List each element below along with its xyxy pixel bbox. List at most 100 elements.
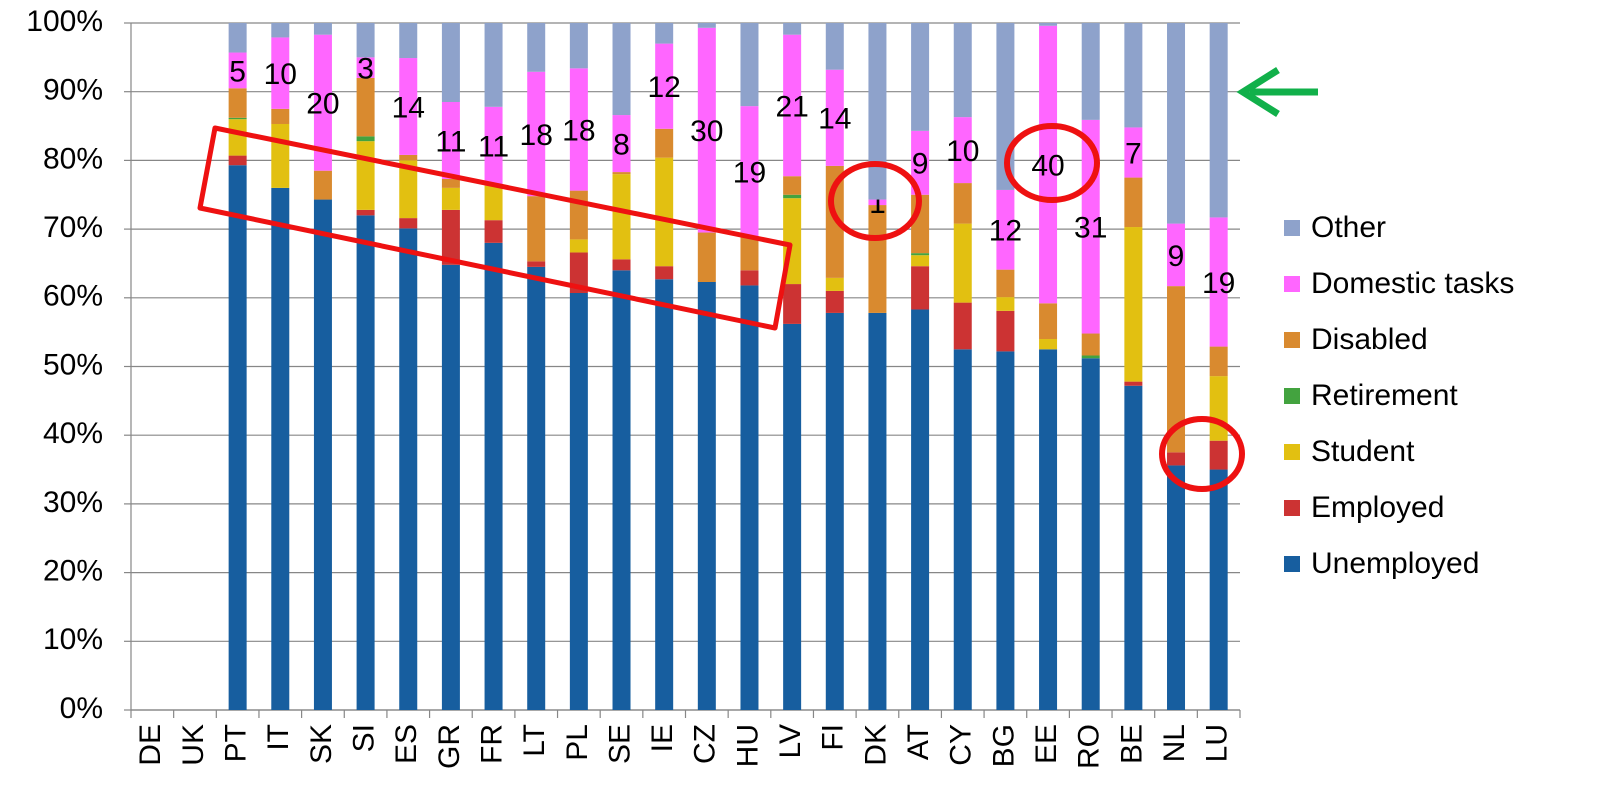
data-label: 19 (733, 157, 766, 190)
legend-label: Retirement (1311, 379, 1458, 412)
x-tick-label: FI (817, 724, 850, 751)
data-label: 8 (613, 128, 630, 161)
x-tick-label: EE (1030, 724, 1063, 764)
bar-segment (697, 281, 716, 710)
bar-segment (356, 141, 375, 210)
bar-segment (783, 323, 802, 710)
bar-segment (911, 255, 930, 267)
bar-segment (996, 310, 1015, 352)
legend-label: Other (1311, 211, 1386, 244)
bar-segment (911, 253, 930, 256)
y-tick-label: 20% (43, 555, 103, 588)
x-tick-label: DK (859, 724, 892, 766)
bar-segment (1167, 286, 1186, 453)
bar-segment (783, 194, 802, 199)
bar-segment (1039, 339, 1058, 350)
legend-swatch (1284, 500, 1300, 516)
bar-segment (313, 34, 332, 171)
data-label: 11 (478, 131, 509, 164)
bar-segment (527, 71, 546, 197)
data-label: 21 (775, 90, 808, 123)
bar-segment (740, 237, 759, 271)
y-tick-label: 60% (43, 280, 103, 313)
data-label: 10 (946, 135, 979, 168)
bar-segment (612, 115, 631, 173)
bar-segment (484, 185, 503, 221)
bar-segment (1039, 303, 1058, 340)
bar-segment (655, 279, 674, 710)
x-tick-label: BE (1115, 724, 1148, 764)
bar-segment (825, 23, 844, 70)
annotations-shapes (197, 67, 1318, 492)
x-tick-label: LU (1201, 724, 1234, 762)
bar-segment (868, 312, 887, 710)
legend-swatch (1284, 388, 1300, 404)
y-tick-label: 80% (43, 142, 103, 175)
y-tick-label: 30% (43, 486, 103, 519)
y-tick-label: 100% (26, 5, 103, 38)
bar-segment (740, 23, 759, 107)
legend-swatch (1284, 220, 1300, 236)
bar-segment (356, 136, 375, 142)
bar-segment (441, 178, 460, 188)
bar-segment (1081, 23, 1100, 120)
x-tick-label: NL (1158, 724, 1191, 762)
x-tick-label: SI (348, 724, 381, 752)
bar-segment (569, 190, 588, 240)
x-tick-label: SE (603, 724, 636, 764)
bar-segment (1039, 23, 1058, 26)
legend-label: Employed (1311, 491, 1444, 524)
bar-segment (783, 284, 802, 324)
bar-segment (655, 43, 674, 129)
bar-segment (996, 351, 1015, 710)
x-tick-label: SK (305, 724, 338, 764)
bar-segment (1209, 376, 1228, 441)
y-tick-label: 90% (43, 74, 103, 107)
bar-segment (655, 266, 674, 280)
bar-segment (655, 128, 674, 158)
bar-segment (1039, 349, 1058, 710)
data-label: 11 (435, 125, 466, 158)
bar-segment (911, 309, 930, 710)
bar-segment (271, 187, 290, 710)
x-tick-label: PT (220, 724, 253, 762)
bar-segment (527, 23, 546, 72)
bar-segment (228, 52, 247, 89)
bar-segment (1167, 452, 1186, 466)
highlight-circle (1004, 123, 1100, 203)
bar-segment (1167, 223, 1186, 287)
data-label: 18 (562, 114, 595, 147)
legend-label: Domestic tasks (1311, 267, 1514, 300)
bar-segment (697, 23, 716, 28)
bar-segment (484, 23, 503, 107)
x-tick-label: LV (774, 724, 807, 758)
bar-segment (1039, 25, 1058, 304)
bar-segment (996, 297, 1015, 311)
bar-segment (484, 220, 503, 243)
legend-swatch (1284, 276, 1300, 292)
bar-segment (697, 27, 716, 233)
bar-segment (399, 160, 418, 219)
data-label: 5 (229, 55, 246, 88)
legend-swatch (1284, 444, 1300, 460)
bar-segment (228, 119, 247, 156)
bar-segment (356, 77, 375, 137)
bar-segment (399, 154, 418, 161)
bar-segment (911, 130, 930, 195)
data-label: 12 (989, 215, 1022, 248)
bar-segment (527, 261, 546, 267)
bar-segment (1209, 440, 1228, 470)
bar-segment (953, 183, 972, 224)
bar-segment (569, 252, 588, 293)
bar-segment (697, 232, 716, 282)
bar-segment (953, 23, 972, 118)
bar-segment (228, 23, 247, 53)
bar-segment (441, 187, 460, 210)
x-tick-label: HU (731, 724, 764, 767)
bar-segment (825, 290, 844, 313)
bar-segment (783, 176, 802, 195)
bar-segment (527, 266, 546, 710)
data-label: 18 (520, 119, 553, 152)
bar-segment (313, 170, 332, 200)
data-label: 14 (818, 103, 851, 136)
